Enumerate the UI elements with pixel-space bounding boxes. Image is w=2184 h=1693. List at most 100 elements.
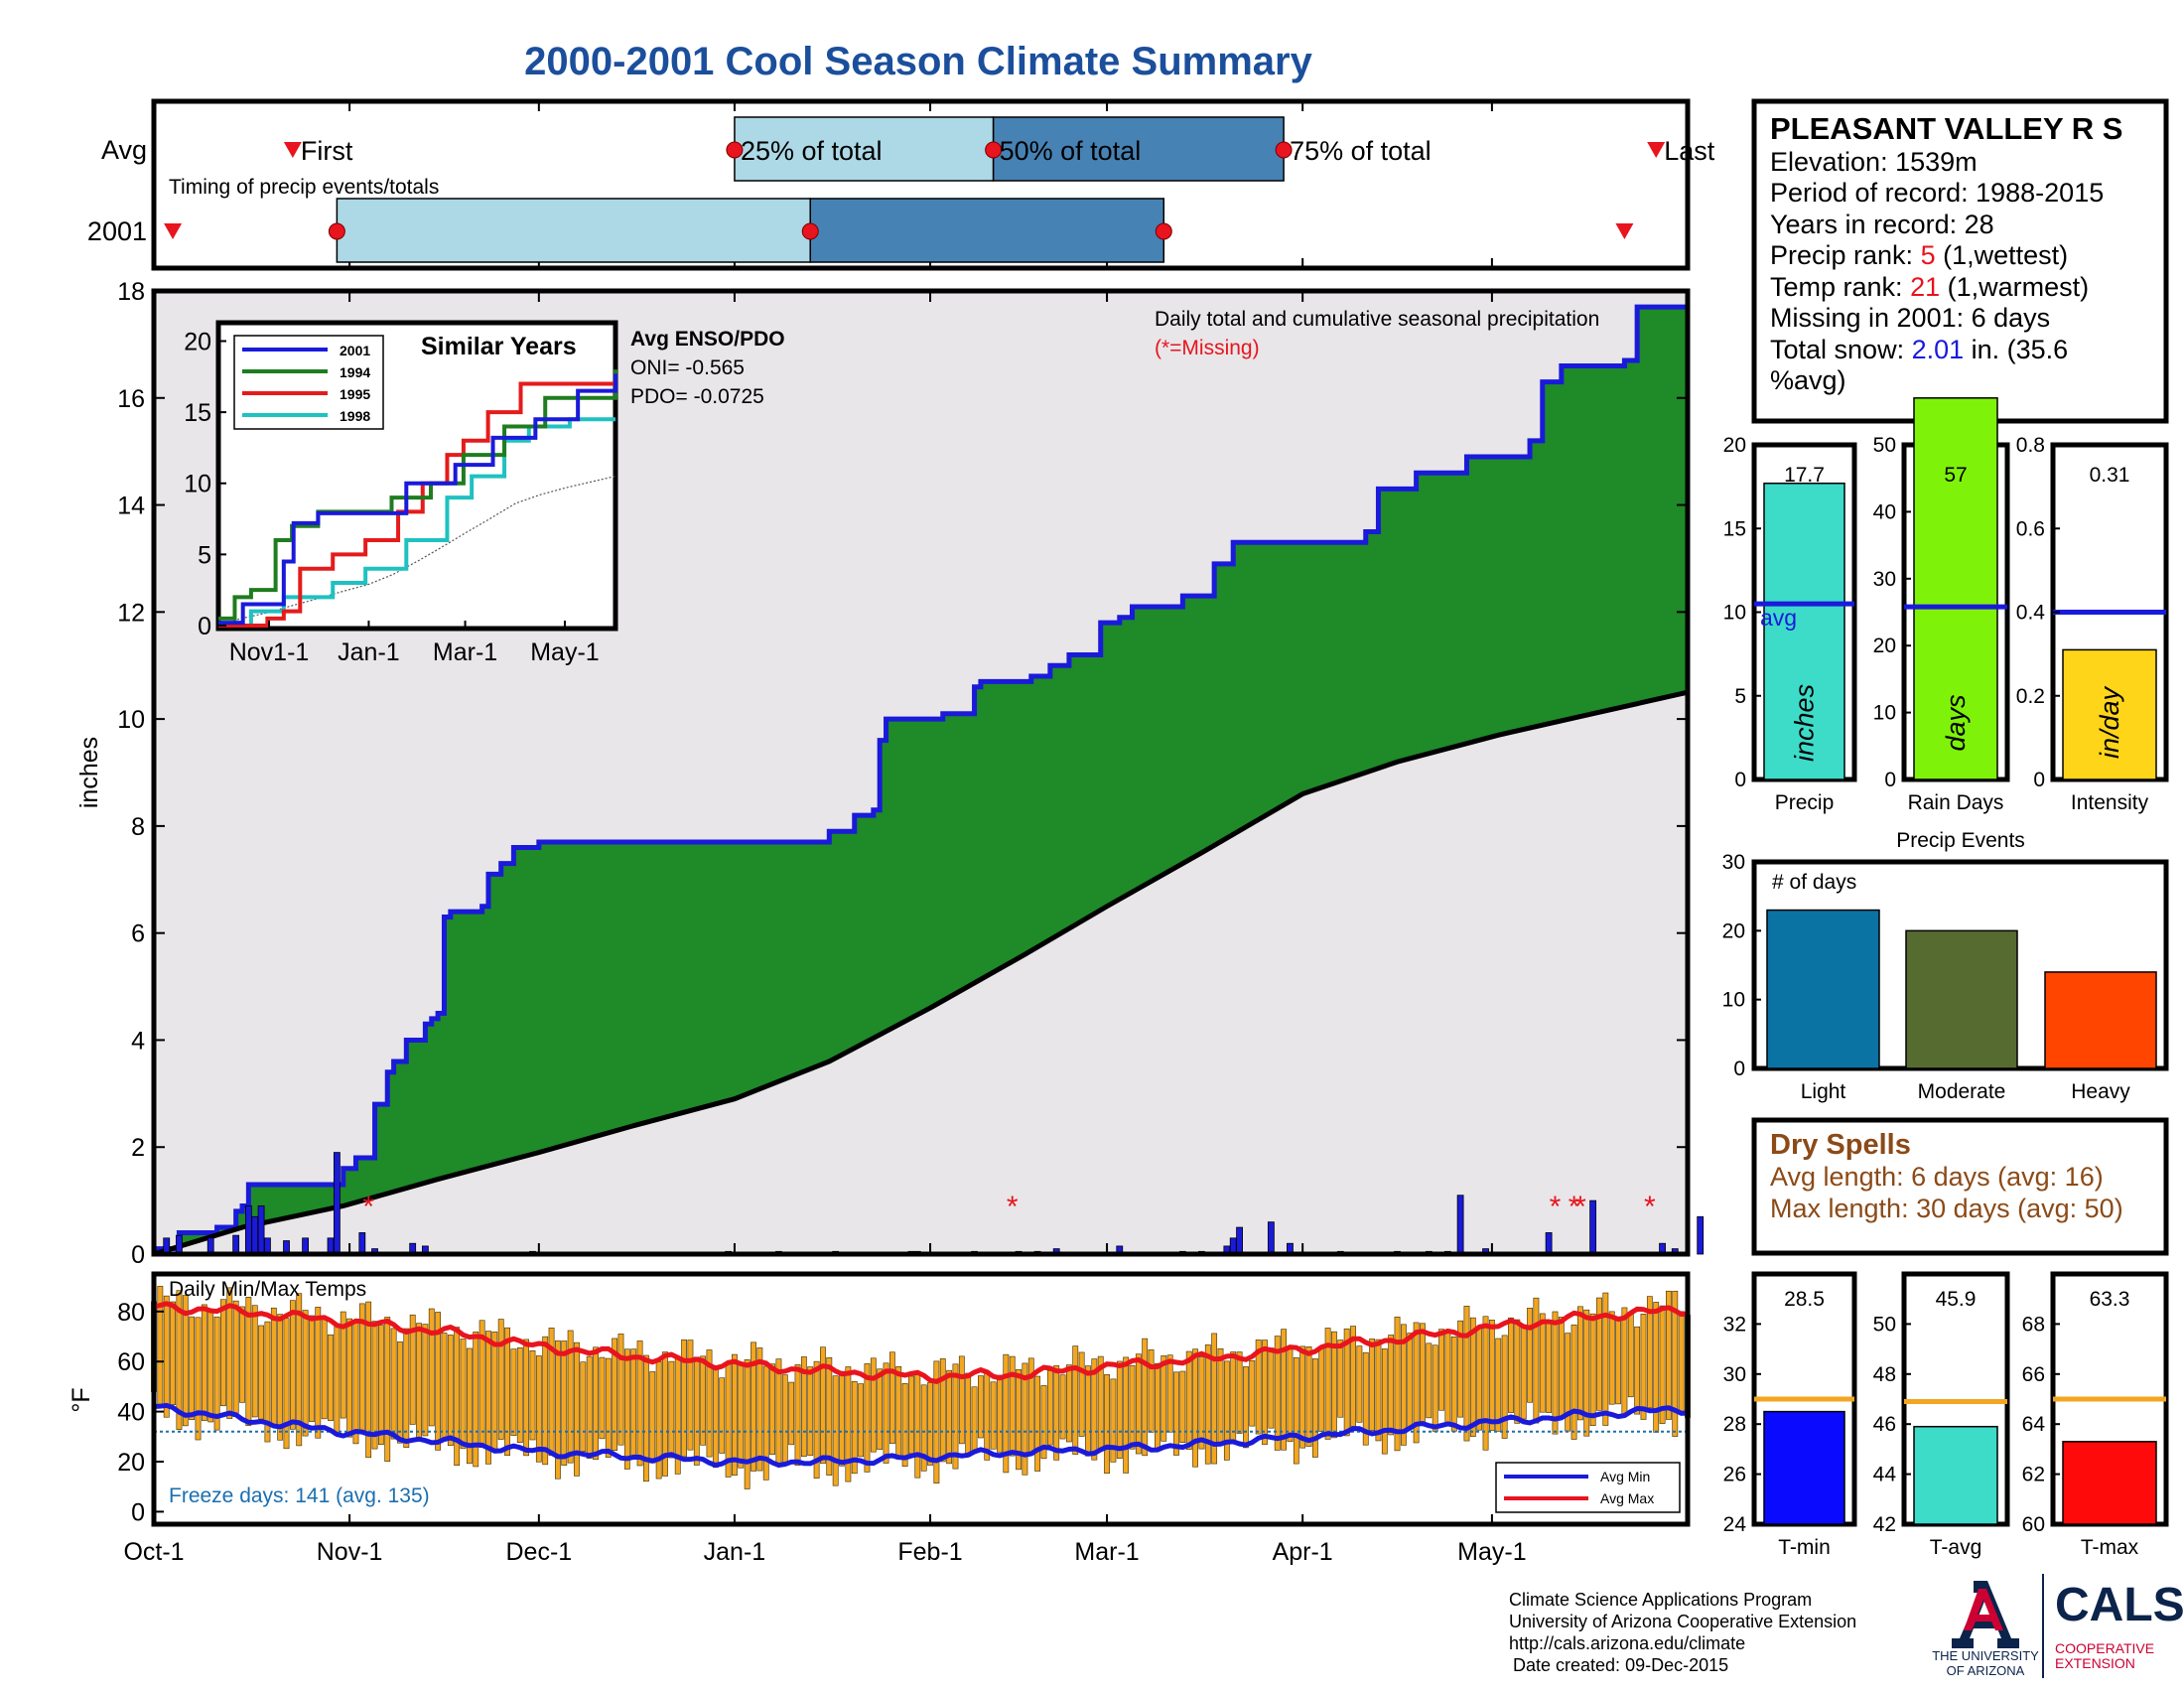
dry-spells-box: Dry Spells Avg length: 6 days (avg: 16) … [1751, 1117, 2169, 1256]
daily-temp-bar [1362, 1351, 1369, 1446]
daily-temp-bar [1236, 1351, 1243, 1434]
daily-temp-bar [1110, 1378, 1117, 1463]
daily-temp-bar [371, 1321, 378, 1450]
avg-first-marker [283, 142, 302, 158]
daily-temp-bar [864, 1363, 871, 1473]
station-info-box: PLEASANT VALLEY R S Elevation: 1539m Per… [1751, 98, 2169, 424]
daily-temp-bar [775, 1358, 782, 1465]
daily-temp-bar [845, 1366, 852, 1482]
temp-summary-value-label: 28.5 [1784, 1288, 1825, 1311]
daily-temp-bar [321, 1317, 328, 1420]
last-label: Last [1664, 136, 1715, 166]
daily-temp-bar [623, 1348, 630, 1470]
timing-panel: Avg 2001 Timing of precip events/totals … [87, 98, 1715, 271]
inset-y-tick-label: 0 [198, 613, 211, 640]
daily-temp-bar [1646, 1296, 1653, 1409]
daily-temp-bar [920, 1384, 927, 1472]
x-tick-label: Apr-1 [1273, 1538, 1333, 1566]
daily-temp-bar [542, 1336, 549, 1466]
daily-temp-bar [883, 1362, 889, 1464]
dry-spells-title: Dry Spells [1770, 1129, 1911, 1161]
precip-y-axis: 0 2 4 6 8 10 12 14 16 18 [117, 278, 1688, 1269]
summary-tick-label: 0 [2033, 769, 2045, 791]
daily-temp-bar [668, 1360, 675, 1459]
daily-temp-bar [732, 1353, 738, 1477]
daily-temp-bar [561, 1340, 568, 1466]
daily-temp-bar [510, 1348, 517, 1436]
dry-spells-max: Max length: 30 days (avg: 50) [1770, 1194, 2123, 1223]
event-category-label: Moderate [1918, 1080, 2006, 1103]
daily-temp-bar [170, 1301, 176, 1405]
daily-temp-bar [1388, 1335, 1395, 1436]
summary-tick-label: 0 [1884, 769, 1896, 791]
footer-line-1: Climate Science Applications Program [1509, 1590, 1812, 1610]
station-elevation: Elevation: 1539m [1770, 147, 1978, 177]
daily-temp-bar [1457, 1320, 1464, 1418]
daily-temp-bar [612, 1338, 618, 1452]
daily-temp-bar [454, 1327, 461, 1467]
daily-temp-bar [933, 1360, 940, 1483]
daily-temp-bar [927, 1382, 933, 1466]
daily-temp-bar [467, 1347, 473, 1465]
daily-temp-bar [1482, 1316, 1489, 1451]
daily-temp-bar [1589, 1313, 1596, 1427]
station-period: Period of record: 1988-2015 [1770, 178, 2104, 208]
daily-temp-bar [895, 1366, 902, 1460]
daily-temp-bar [1369, 1339, 1375, 1431]
daily-temp-bar [971, 1386, 978, 1453]
daily-temp-bar [1381, 1348, 1388, 1455]
precip-y-tick-label: 8 [131, 813, 145, 841]
inset-series-2001 [218, 373, 617, 626]
daily-temp-bar [1129, 1364, 1136, 1450]
missing-day-marker: * [1644, 1191, 1656, 1223]
temp-summary-category-label: T-max [2081, 1536, 2139, 1559]
daily-temp-bar [328, 1334, 334, 1421]
year-quartile-box-50-75 [809, 198, 1165, 263]
daily-temp-bar [1420, 1323, 1426, 1424]
daily-temp-bar [946, 1369, 953, 1465]
daily-temp-bar [1034, 1375, 1041, 1472]
daily-temp-bar [1426, 1342, 1433, 1419]
daily-temp-range-bars [151, 1286, 1691, 1489]
daily-precip-bar [1267, 1221, 1275, 1255]
daily-temp-bar [1003, 1353, 1010, 1474]
summary-tick-label: 15 [1723, 517, 1746, 540]
daily-temp-bar [1104, 1374, 1110, 1475]
summary-value-label: 0.31 [2090, 464, 2130, 487]
event-bar-light [1766, 909, 1880, 1069]
daily-temp-bar [1155, 1362, 1160, 1449]
daily-temp-bar [201, 1304, 207, 1421]
freeze-label-bg [167, 1484, 504, 1506]
precip-events-bars: Light Moderate Heavy 0 10 20 30 [1722, 851, 2157, 1103]
daily-temp-bar [1602, 1292, 1609, 1426]
timing-row-year-label: 2001 [87, 216, 147, 246]
precip-y-tick-label: 16 [117, 385, 145, 413]
daily-temp-bar [1596, 1297, 1602, 1411]
daily-temp-bar [662, 1351, 668, 1477]
p50-label: 50% of total [1000, 136, 1142, 166]
daily-temp-bar [207, 1310, 214, 1423]
daily-temp-bar [990, 1381, 997, 1450]
daily-temp-bar [851, 1381, 858, 1475]
summary-tick-label: 0.2 [2016, 685, 2045, 708]
daily-temp-bar [296, 1293, 303, 1447]
legend-label-avg-min: Avg Min [1600, 1469, 1650, 1484]
station-name: PLEASANT VALLEY R S [1770, 111, 2122, 146]
summary-value-label: 57 [1944, 464, 1967, 487]
precip-events-title: Precip Events [1896, 829, 2025, 852]
daily-temp-bar [706, 1349, 713, 1458]
daily-temp-bar [756, 1347, 763, 1472]
daily-temp-bar [264, 1321, 271, 1443]
temps-legend-box [1495, 1462, 1681, 1513]
daily-temp-bar [1040, 1385, 1047, 1460]
event-bar-heavy [2044, 971, 2157, 1069]
daily-temp-bar [1078, 1351, 1085, 1437]
footer-line-3: http://cals.arizona.edu/climate [1509, 1633, 1745, 1653]
cals-logo: CALS [2055, 1579, 2184, 1631]
missing-day-marker: * [1574, 1191, 1586, 1223]
daily-temp-bar [1166, 1354, 1173, 1433]
daily-temp-bar [529, 1349, 536, 1441]
average-cumulative-line [153, 689, 1689, 1257]
daily-temp-bar [1198, 1356, 1205, 1450]
daily-temp-bar [377, 1325, 384, 1446]
